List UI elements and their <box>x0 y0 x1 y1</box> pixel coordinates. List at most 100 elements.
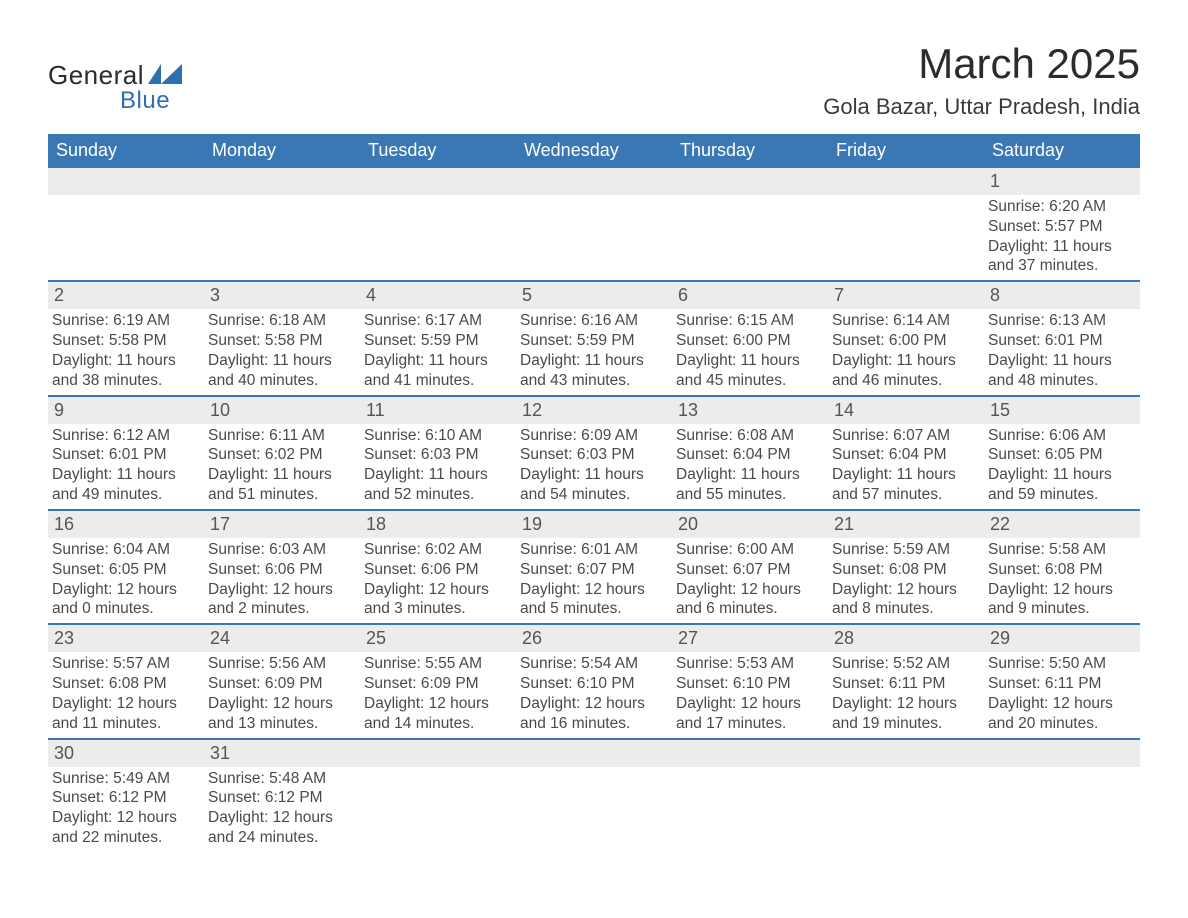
sunrise-line: Sunrise: 5:59 AM <box>832 540 980 560</box>
daylight-line-2: and 3 minutes. <box>364 599 512 619</box>
day-number: 7 <box>828 282 984 309</box>
daylight-line-1: Daylight: 12 hours <box>364 580 512 600</box>
sunrise-line: Sunrise: 6:02 AM <box>364 540 512 560</box>
sunrise-line: Sunrise: 6:10 AM <box>364 426 512 446</box>
daylight-line-1: Daylight: 12 hours <box>676 694 824 714</box>
day-number: 17 <box>204 511 360 538</box>
calendar: SundayMondayTuesdayWednesdayThursdayFrid… <box>48 134 1140 852</box>
day-number: 9 <box>48 397 204 424</box>
daylight-line-1: Daylight: 12 hours <box>52 580 200 600</box>
daylight-line-1: Daylight: 11 hours <box>676 465 824 485</box>
sunrise-line: Sunrise: 5:58 AM <box>988 540 1136 560</box>
daylight-line-1: Daylight: 12 hours <box>520 694 668 714</box>
day-cell: Sunrise: 6:01 AMSunset: 6:07 PMDaylight:… <box>516 538 672 623</box>
day-cell: Sunrise: 5:59 AMSunset: 6:08 PMDaylight:… <box>828 538 984 623</box>
day-cell <box>828 767 984 852</box>
brand-logo: General Blue <box>48 40 182 115</box>
day-number <box>984 740 1140 767</box>
daylight-line-1: Daylight: 11 hours <box>52 351 200 371</box>
day-cell: Sunrise: 6:19 AMSunset: 5:58 PMDaylight:… <box>48 309 204 394</box>
day-number <box>516 168 672 195</box>
day-cell <box>672 767 828 852</box>
day-number: 11 <box>360 397 516 424</box>
daynum-strip: 16171819202122 <box>48 509 1140 538</box>
daylight-line-2: and 22 minutes. <box>52 828 200 848</box>
sunset-line: Sunset: 6:04 PM <box>832 445 980 465</box>
daylight-line-2: and 11 minutes. <box>52 714 200 734</box>
day-cell <box>516 195 672 280</box>
daynum-strip: 1 <box>48 168 1140 195</box>
sunrise-line: Sunrise: 6:07 AM <box>832 426 980 446</box>
day-cell <box>360 767 516 852</box>
day-cell: Sunrise: 6:13 AMSunset: 6:01 PMDaylight:… <box>984 309 1140 394</box>
daylight-line-2: and 55 minutes. <box>676 485 824 505</box>
day-cell: Sunrise: 6:04 AMSunset: 6:05 PMDaylight:… <box>48 538 204 623</box>
daylight-line-1: Daylight: 12 hours <box>832 580 980 600</box>
sunrise-line: Sunrise: 5:49 AM <box>52 769 200 789</box>
daylight-line-2: and 43 minutes. <box>520 371 668 391</box>
sunrise-line: Sunrise: 6:17 AM <box>364 311 512 331</box>
day-number: 20 <box>672 511 828 538</box>
day-cell: Sunrise: 5:57 AMSunset: 6:08 PMDaylight:… <box>48 652 204 737</box>
day-number: 27 <box>672 625 828 652</box>
daylight-line-1: Daylight: 11 hours <box>988 237 1136 257</box>
daylight-line-1: Daylight: 11 hours <box>832 465 980 485</box>
sunset-line: Sunset: 6:00 PM <box>676 331 824 351</box>
day-cell: Sunrise: 6:03 AMSunset: 6:06 PMDaylight:… <box>204 538 360 623</box>
daylight-line-1: Daylight: 12 hours <box>52 808 200 828</box>
sunrise-line: Sunrise: 6:14 AM <box>832 311 980 331</box>
day-cell: Sunrise: 6:07 AMSunset: 6:04 PMDaylight:… <box>828 424 984 509</box>
daylight-line-1: Daylight: 11 hours <box>364 465 512 485</box>
sunset-line: Sunset: 6:05 PM <box>988 445 1136 465</box>
sunset-line: Sunset: 6:01 PM <box>988 331 1136 351</box>
daylight-line-2: and 37 minutes. <box>988 256 1136 276</box>
daylight-line-2: and 46 minutes. <box>832 371 980 391</box>
day-number: 21 <box>828 511 984 538</box>
day-cell: Sunrise: 5:48 AMSunset: 6:12 PMDaylight:… <box>204 767 360 852</box>
sunset-line: Sunset: 6:08 PM <box>52 674 200 694</box>
day-cell: Sunrise: 6:16 AMSunset: 5:59 PMDaylight:… <box>516 309 672 394</box>
sunrise-line: Sunrise: 5:55 AM <box>364 654 512 674</box>
daylight-line-1: Daylight: 11 hours <box>520 351 668 371</box>
sunset-line: Sunset: 6:08 PM <box>832 560 980 580</box>
sunset-line: Sunset: 6:01 PM <box>52 445 200 465</box>
sunrise-line: Sunrise: 5:54 AM <box>520 654 668 674</box>
day-number: 10 <box>204 397 360 424</box>
title-block: March 2025 Gola Bazar, Uttar Pradesh, In… <box>823 40 1140 120</box>
daylight-line-2: and 20 minutes. <box>988 714 1136 734</box>
sunset-line: Sunset: 6:05 PM <box>52 560 200 580</box>
day-cell <box>48 195 204 280</box>
weekday-header: Wednesday <box>516 134 672 168</box>
sunset-line: Sunset: 6:06 PM <box>208 560 356 580</box>
sunrise-line: Sunrise: 6:08 AM <box>676 426 824 446</box>
day-cell: Sunrise: 6:20 AMSunset: 5:57 PMDaylight:… <box>984 195 1140 280</box>
sunset-line: Sunset: 5:59 PM <box>364 331 512 351</box>
day-cell: Sunrise: 6:11 AMSunset: 6:02 PMDaylight:… <box>204 424 360 509</box>
daylight-line-1: Daylight: 11 hours <box>520 465 668 485</box>
daylight-line-2: and 52 minutes. <box>364 485 512 505</box>
sunset-line: Sunset: 6:07 PM <box>520 560 668 580</box>
day-number: 8 <box>984 282 1140 309</box>
sunrise-line: Sunrise: 6:16 AM <box>520 311 668 331</box>
day-cell: Sunrise: 6:00 AMSunset: 6:07 PMDaylight:… <box>672 538 828 623</box>
sunrise-line: Sunrise: 6:01 AM <box>520 540 668 560</box>
sunrise-line: Sunrise: 5:53 AM <box>676 654 824 674</box>
daylight-line-1: Daylight: 12 hours <box>208 580 356 600</box>
daylight-line-1: Daylight: 11 hours <box>208 351 356 371</box>
sunrise-line: Sunrise: 6:03 AM <box>208 540 356 560</box>
sunset-line: Sunset: 6:12 PM <box>52 788 200 808</box>
week-body-row: Sunrise: 5:49 AMSunset: 6:12 PMDaylight:… <box>48 767 1140 852</box>
sunset-line: Sunset: 6:11 PM <box>832 674 980 694</box>
daynum-strip: 3031 <box>48 738 1140 767</box>
day-number: 28 <box>828 625 984 652</box>
day-cell: Sunrise: 5:55 AMSunset: 6:09 PMDaylight:… <box>360 652 516 737</box>
daylight-line-1: Daylight: 11 hours <box>364 351 512 371</box>
day-cell: Sunrise: 5:53 AMSunset: 6:10 PMDaylight:… <box>672 652 828 737</box>
daylight-line-2: and 6 minutes. <box>676 599 824 619</box>
sunset-line: Sunset: 6:09 PM <box>364 674 512 694</box>
page-title: March 2025 <box>823 40 1140 88</box>
day-number <box>828 168 984 195</box>
sunrise-line: Sunrise: 6:11 AM <box>208 426 356 446</box>
sunset-line: Sunset: 6:11 PM <box>988 674 1136 694</box>
day-number: 16 <box>48 511 204 538</box>
